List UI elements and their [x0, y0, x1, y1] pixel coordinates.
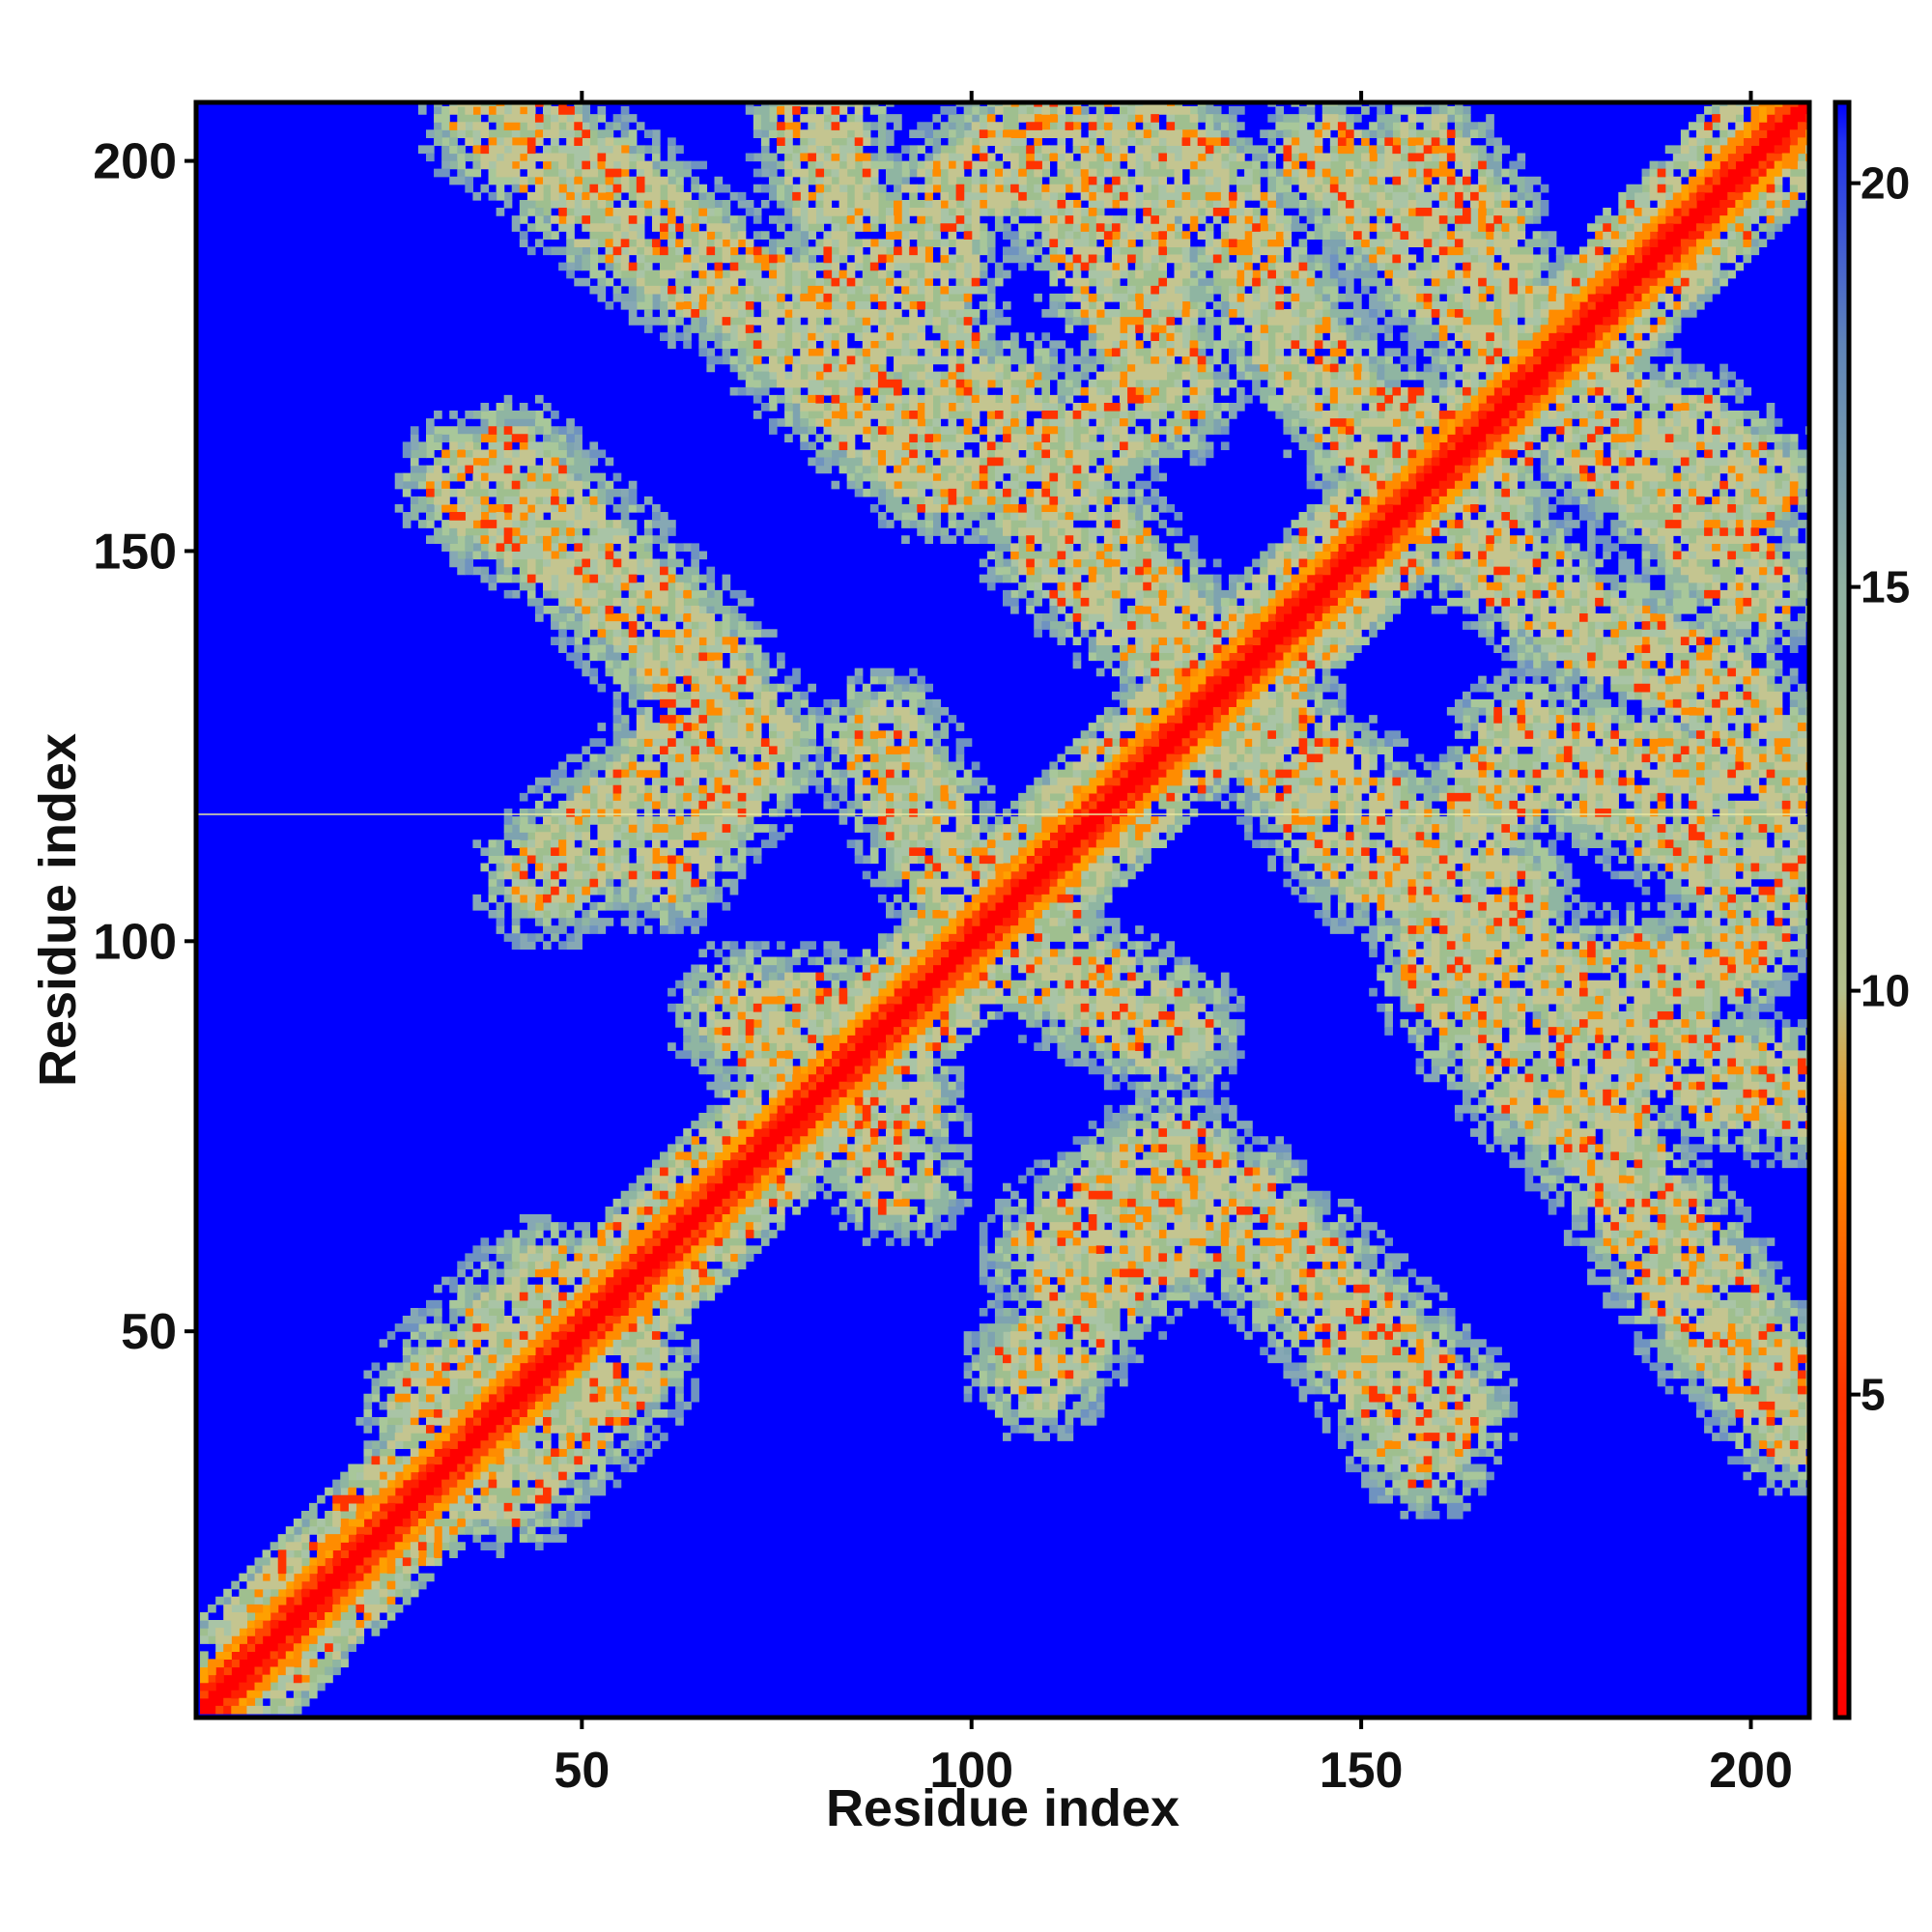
- y-tick-label: 150: [93, 524, 177, 580]
- heatmap-cell-layer: [200, 102, 1809, 1699]
- heatmap-cell-layer: [277, 102, 1809, 1684]
- colorbar-tick-label: 15: [1861, 562, 1910, 612]
- heatmap-cell-layer: [200, 102, 1809, 1715]
- plot-frame: [193, 99, 1812, 1720]
- y-tick-label: 50: [121, 1304, 177, 1360]
- y-tick-label: 100: [93, 914, 177, 970]
- heatmap-cell-layer: [200, 102, 1783, 1707]
- x-tick-label: 50: [554, 1743, 610, 1799]
- heatmap-cell-layer: [215, 102, 1809, 1715]
- x-tick-label: 150: [1320, 1743, 1404, 1799]
- y-tick-label: 200: [93, 134, 177, 190]
- y-axis-title: Residue index: [29, 733, 87, 1087]
- colorbar-axis: 5 10 15 20: [1849, 158, 1910, 1420]
- colorbar-tick-label: 20: [1861, 158, 1910, 209]
- x-axis-title: Residue index: [826, 1779, 1179, 1837]
- x-tick-label: 100: [929, 1743, 1013, 1799]
- x-axis: 50 100 150 200: [554, 91, 1793, 1799]
- heatmap-cell-layer: [200, 102, 1809, 1715]
- heatmap-cells: [200, 102, 1809, 1715]
- colorbar-tick-label: 10: [1861, 966, 1910, 1016]
- x-tick-label: 200: [1709, 1743, 1793, 1799]
- colorbar-tick-label: 5: [1861, 1370, 1886, 1420]
- colorbar: [1833, 99, 1852, 1720]
- y-axis: 50 100 150 200: [93, 134, 196, 1360]
- heatmap-cell-layer: [200, 102, 1809, 1715]
